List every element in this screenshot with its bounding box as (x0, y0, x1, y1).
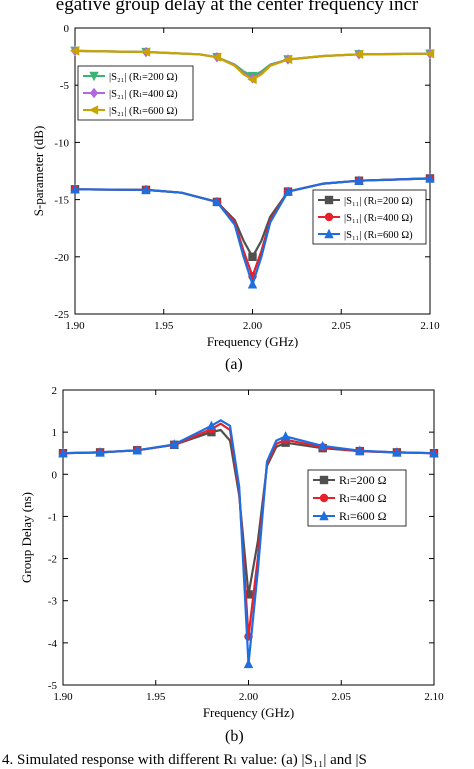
subfigure-label-a: (a) (225, 356, 243, 373)
legend-marker (89, 71, 99, 82)
data-point (169, 439, 179, 449)
data-point (244, 590, 253, 599)
y-axis-label: Group Delay (ns) (19, 492, 34, 583)
data-point (206, 420, 217, 431)
y-tick-label: 1 (52, 427, 58, 439)
data-point (211, 52, 222, 62)
y-tick-label: 0 (64, 23, 70, 35)
data-point (248, 252, 257, 261)
data-point (392, 447, 402, 457)
legend-label: |S₁₁| (Rₗ=600 Ω) (344, 230, 413, 241)
legend-marker (319, 510, 329, 521)
chart-s-parameter: 1.90 1.95 2.00 2.05 2.10 0 -5 -10 -15 -20 -25 Frequ… (31, 23, 440, 348)
data-point (424, 49, 435, 59)
plot-frame (62, 389, 435, 686)
data-point (58, 448, 68, 458)
data-point (243, 658, 254, 669)
data-point (354, 175, 364, 185)
y-tick-label: -3 (48, 596, 58, 608)
data-point (140, 47, 151, 57)
legend-label: Rₗ=400 Ω (339, 491, 387, 505)
data-point (353, 49, 364, 60)
data-point (283, 186, 293, 196)
data-point (70, 184, 80, 194)
y-tick-label: -5 (48, 680, 58, 692)
y-axis-label: S-parameter (dB) (31, 126, 46, 217)
y-tick-label: 2 (52, 385, 58, 397)
data-point (247, 279, 258, 289)
legend-marker (324, 228, 334, 239)
data-point (318, 440, 328, 451)
x-tick-label: 1.90 (65, 320, 85, 332)
data-point (355, 445, 365, 455)
data-point (132, 445, 142, 455)
x-axis-label: Frequency (GHz) (207, 334, 298, 348)
data-point (282, 54, 293, 65)
legend-label: Rₗ=600 Ω (339, 509, 387, 523)
x-axis-label: Frequency (GHz) (203, 705, 294, 720)
data-point (95, 447, 105, 457)
y-tick-label: 0 (52, 469, 58, 481)
legend-label: |S₂₁| (Rₗ=600 Ω) (109, 106, 178, 117)
y-tick-label: -15 (54, 195, 69, 207)
y-tick-label: -2 (48, 554, 57, 566)
caption-bottom: 4. Simulated response with different Rₗ … (2, 752, 367, 768)
y-tick-label: -1 (48, 511, 57, 523)
legend-marker (324, 195, 334, 205)
y-tick-label: -20 (54, 252, 69, 264)
y-tick-label: -10 (54, 137, 69, 149)
y-tick-label: -25 (54, 309, 69, 321)
legend-label: |S₁₁| (Rₗ=400 Ω) (344, 213, 413, 224)
data-point (141, 184, 151, 195)
x-tick-label: 2.05 (332, 320, 352, 332)
x-tick-label: 2.10 (424, 691, 444, 703)
subfigure-label-b: (b) (225, 728, 244, 745)
x-tick-label: 2.00 (239, 691, 259, 703)
x-tick-label: 1.95 (146, 691, 166, 703)
x-tick-label: 1.90 (53, 691, 73, 703)
legend-label: |S₂₁| (Rₗ=400 Ω) (109, 89, 178, 100)
x-tick-label: 1.95 (154, 320, 174, 332)
caption-top: egative group delay at the center freque… (55, 0, 419, 15)
data-point (247, 74, 257, 85)
legend-label: |S₁₁| (Rₗ=200 Ω) (344, 196, 413, 207)
x-tick-label: 2.10 (420, 320, 440, 332)
legend-label: |S₂₁| (Rₗ=200 Ω) (109, 72, 178, 83)
legend-marker (89, 87, 99, 99)
chart-group-delay: 1.90 1.95 2.00 2.05 2.10 2 1 0 -1 -2 -3 -4 -5 Frequen… (19, 385, 444, 720)
legend-label: Rₗ=200 Ω (339, 473, 387, 487)
data-point (425, 173, 435, 183)
x-tick-label: 2.00 (243, 320, 263, 332)
data-point (429, 448, 439, 458)
legend-marker (319, 475, 329, 485)
y-tick-label: -5 (60, 80, 70, 92)
x-tick-label: 2.05 (332, 691, 352, 703)
legend-marker (88, 105, 99, 115)
data-point (212, 196, 222, 207)
y-tick-label: -4 (48, 638, 58, 650)
legend-marker (319, 493, 329, 503)
data-point (280, 431, 291, 441)
legend-marker (324, 212, 334, 222)
data-point (69, 46, 80, 56)
